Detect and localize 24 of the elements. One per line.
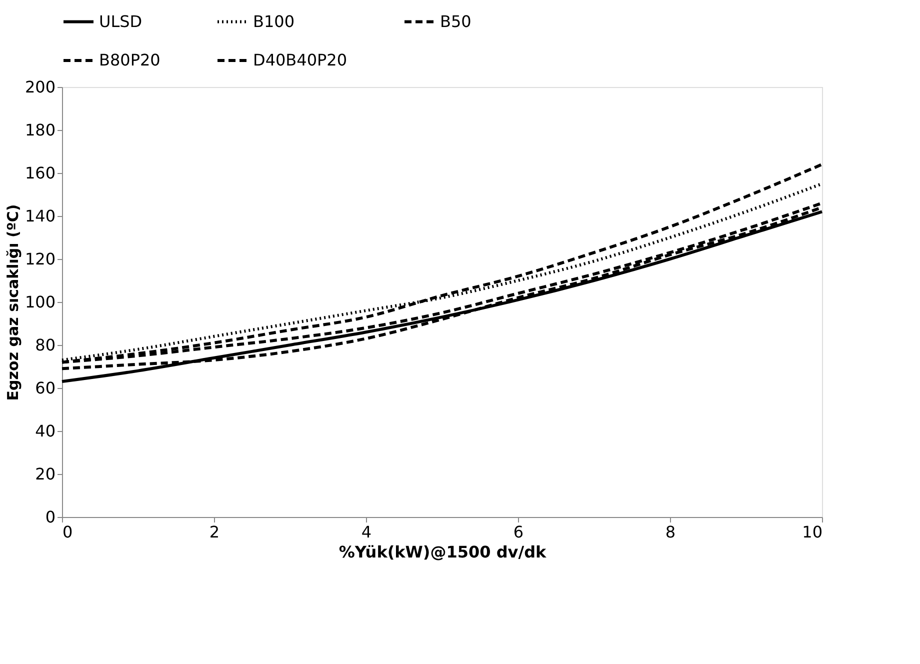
y-tick-label: 60	[35, 378, 56, 398]
y-tick-label: 160	[24, 164, 56, 182]
y-tick-label: 20	[35, 464, 56, 484]
x-tick-label: 0	[62, 522, 73, 542]
x-tick-label: 6	[513, 522, 524, 542]
y-tick-label: 100	[24, 292, 56, 312]
y-tick-label: 140	[24, 206, 56, 226]
y-tick-label: 180	[24, 120, 56, 140]
x-axis-title: %Yük(kW)@1500 dv/dk	[338, 542, 547, 562]
x-tick-label: 2	[209, 522, 220, 542]
legend-label: B100	[253, 12, 295, 31]
legend-label: D40B40P20	[253, 50, 348, 70]
legend-label: B80P20	[99, 50, 160, 70]
legend-label: ULSD	[99, 12, 142, 31]
y-tick-label: 40	[35, 422, 56, 440]
x-tick-label: 4	[361, 522, 372, 542]
y-tick-label: 200	[24, 78, 56, 96]
legend-label: B50	[440, 12, 472, 31]
x-tick-label: 10	[802, 522, 822, 542]
y-axis-title: Egzoz gaz sıcaklığı (ºC)	[4, 204, 22, 401]
y-tick-label: 0	[45, 508, 56, 526]
y-tick-label: 120	[24, 250, 56, 268]
y-tick-label: 80	[35, 336, 56, 354]
x-tick-label: 8	[665, 522, 676, 542]
